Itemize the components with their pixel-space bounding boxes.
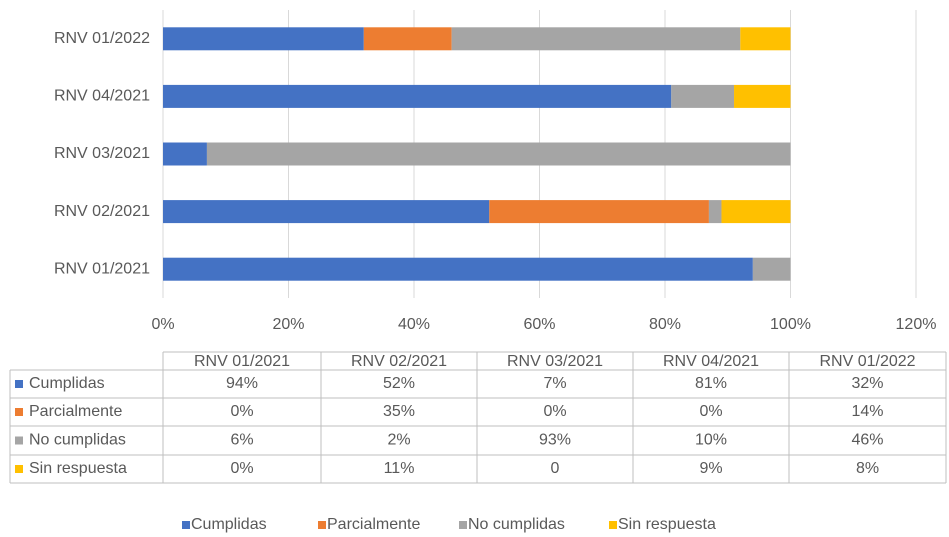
bar-segment (708, 200, 722, 224)
x-tick-label: 80% (649, 316, 681, 333)
legend-label: Parcialmente (327, 516, 420, 533)
legend-label: Sin respuesta (618, 516, 716, 533)
bar-segment (206, 142, 791, 166)
legend-key (182, 521, 190, 529)
x-tick-label: 20% (272, 316, 304, 333)
table-cell: 94% (226, 375, 258, 392)
table-cell: 52% (383, 375, 415, 392)
legend-key (459, 521, 467, 529)
table-legend-key (15, 465, 23, 473)
bar-segment (451, 27, 741, 51)
y-tick-label: RNV 02/2021 (54, 203, 150, 220)
table-cell: 9% (699, 460, 722, 477)
legend-label: No cumplidas (468, 516, 565, 533)
legend-label: Cumplidas (191, 516, 267, 533)
table-header: RNV 01/2021 (194, 353, 290, 370)
table-cell: 81% (695, 375, 727, 392)
bar-segment (163, 84, 672, 108)
bar-segment (752, 257, 791, 281)
bar-segment (489, 200, 709, 224)
table-cell: 14% (851, 403, 883, 420)
table-header: RNV 01/2022 (819, 353, 915, 370)
table-cell: 46% (851, 432, 883, 449)
bar-segment (740, 27, 791, 51)
bar-segment (363, 27, 452, 51)
y-tick-label: RNV 01/2022 (54, 30, 150, 47)
legend-key (318, 521, 326, 529)
table-row-label: No cumplidas (29, 432, 126, 449)
table-cell: 0% (230, 460, 253, 477)
table-cell: 10% (695, 432, 727, 449)
legend-key (609, 521, 617, 529)
bar-segment (671, 84, 735, 108)
table-cell: 93% (539, 432, 571, 449)
table-row-label: Sin respuesta (29, 460, 127, 477)
table-cell: 32% (851, 375, 883, 392)
y-tick-label: RNV 01/2021 (54, 260, 150, 277)
bar-segment (163, 27, 364, 51)
y-tick-label: RNV 04/2021 (54, 88, 150, 105)
bar-segment (163, 257, 753, 281)
table-row-label: Cumplidas (29, 375, 105, 392)
bar-segment (163, 142, 207, 166)
x-tick-label: 0% (151, 316, 174, 333)
table-cell: 2% (387, 432, 410, 449)
table-header: RNV 04/2021 (663, 353, 759, 370)
bar-segment (721, 200, 791, 224)
table-cell: 11% (384, 460, 415, 477)
table-cell: 0% (699, 403, 722, 420)
table-cell: 0 (551, 460, 560, 477)
table-header: RNV 02/2021 (351, 353, 447, 370)
table-header: RNV 03/2021 (507, 353, 603, 370)
x-tick-label: 100% (770, 316, 811, 333)
bar-segment (163, 200, 490, 224)
y-tick-label: RNV 03/2021 (54, 145, 150, 162)
x-tick-label: 40% (398, 316, 430, 333)
table-cell: 6% (230, 432, 253, 449)
table-cell: 0% (543, 403, 566, 420)
table-cell: 7% (543, 375, 566, 392)
bar-segment (734, 84, 791, 108)
table-cell: 35% (383, 403, 415, 420)
table-legend-key (15, 380, 23, 388)
table-cell: 0% (230, 403, 253, 420)
x-tick-label: 60% (523, 316, 555, 333)
x-tick-label: 120% (896, 316, 937, 333)
table-row-label: Parcialmente (29, 403, 122, 420)
table-legend-key (15, 436, 23, 445)
table-legend-key (15, 408, 23, 416)
table-cell: 8% (856, 460, 879, 477)
